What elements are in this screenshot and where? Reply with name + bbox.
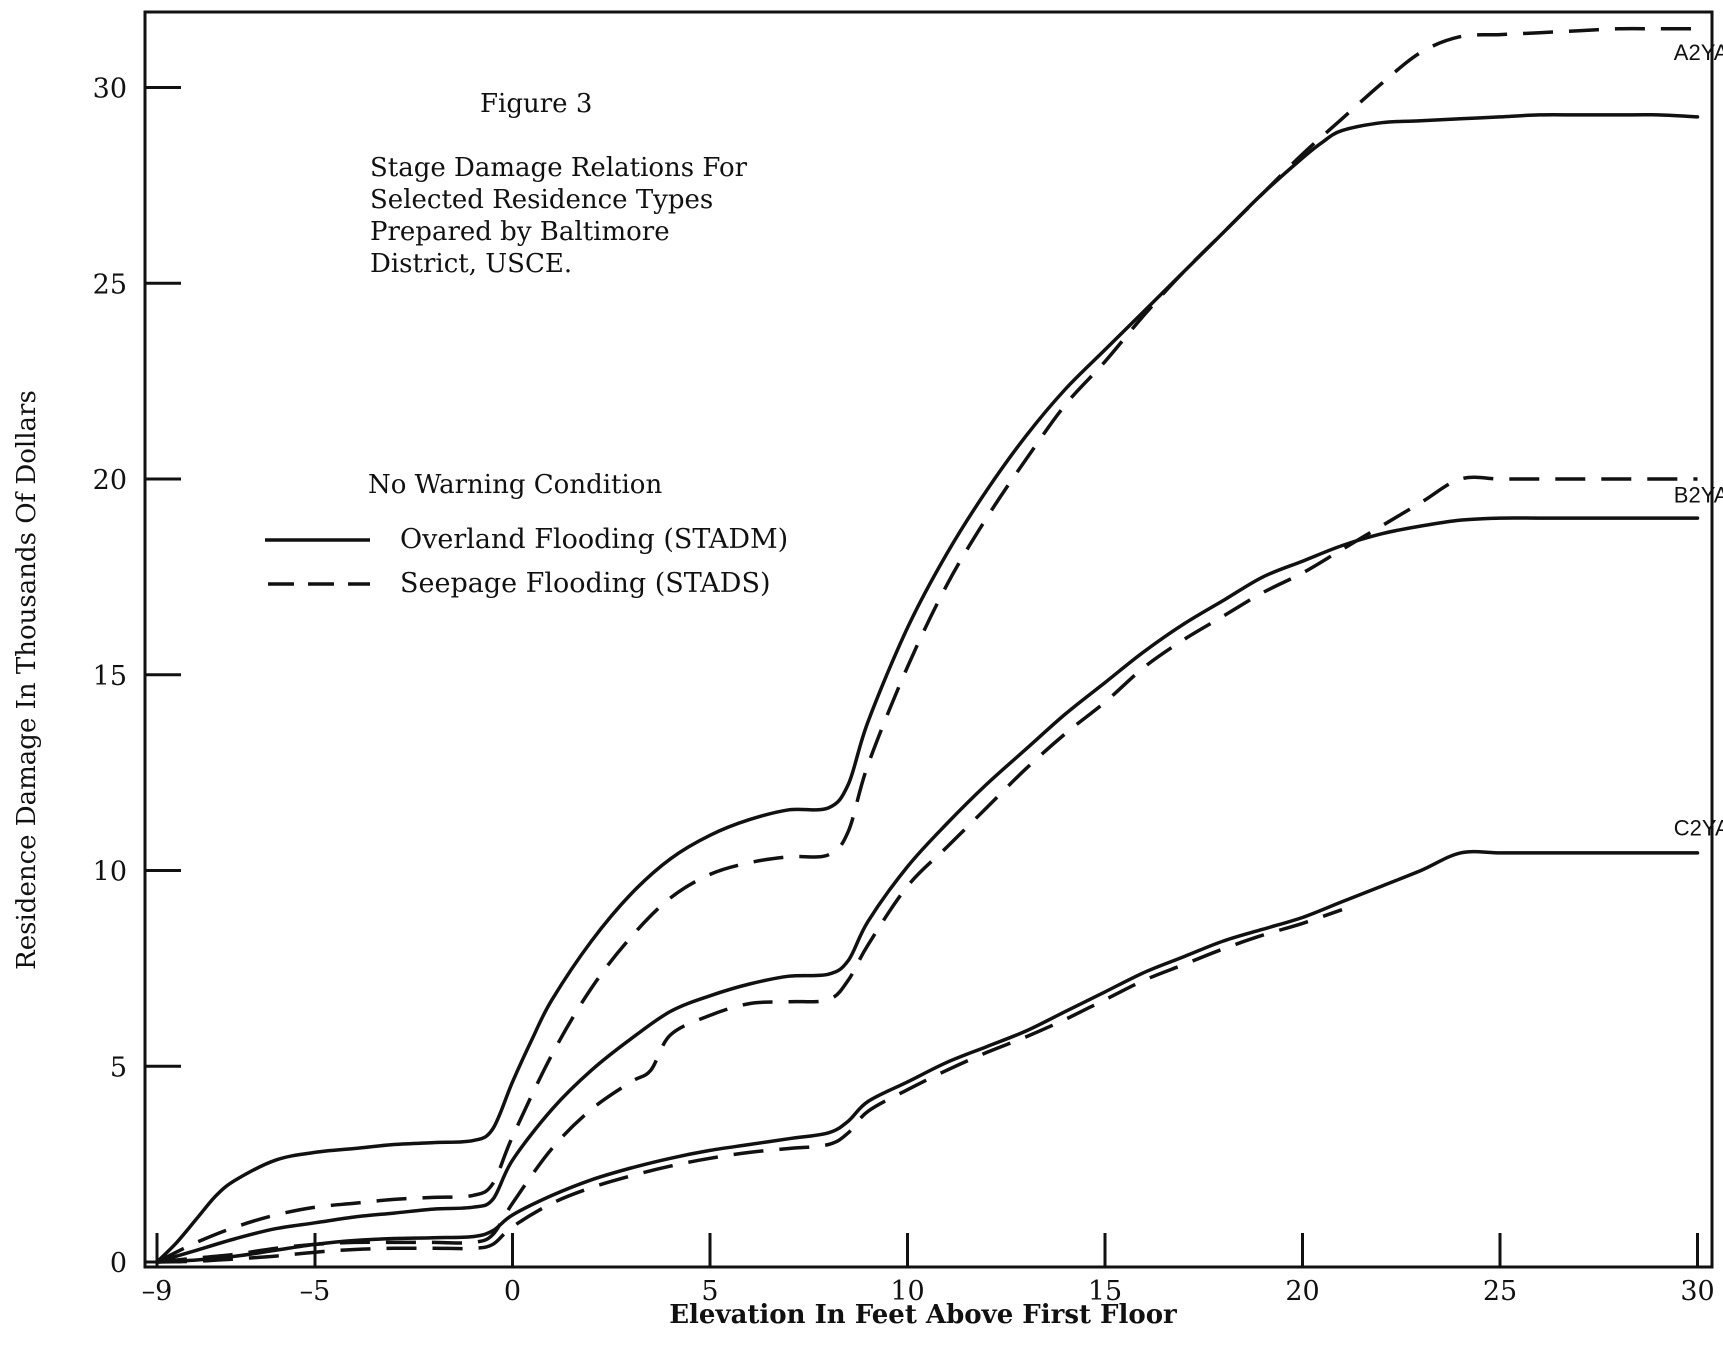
series-line-a2yaa-dashed — [156, 26, 1698, 1264]
x-tick-label: 10 — [890, 1276, 924, 1307]
legend: No Warning Condition Overland Flooding (… — [265, 470, 788, 599]
series-line-c2yaa-solid — [155, 849, 1700, 1264]
x-tick-label: 20 — [1285, 1276, 1319, 1307]
y-tick-label: 15 — [93, 661, 127, 692]
chart-title-line-3: Prepared by Baltimore — [370, 217, 670, 247]
x-tick-label: 25 — [1483, 1276, 1517, 1307]
y-axis-title: Residence Damage In Thousands Of Dollars — [12, 390, 42, 970]
x-tick-label: –5 — [300, 1276, 331, 1307]
series-line-b2yaa-solid — [155, 516, 1700, 1264]
x-tick-label: –9 — [142, 1276, 173, 1307]
curve-label-c2yaa: C2YAA — [1674, 815, 1723, 840]
y-tick-label: 25 — [93, 269, 127, 300]
tick-labels: 0 5 10 15 20 25 30 –9 –5 0 5 10 15 20 25 30 — [93, 74, 1715, 1308]
x-tick-label: 5 — [701, 1276, 718, 1307]
x-tick-label: 15 — [1088, 1276, 1122, 1307]
series-line-a2yaa-solid — [155, 113, 1700, 1264]
y-tick-label: 5 — [110, 1052, 127, 1083]
legend-dashed-label: Seepage Flooding (STADS) — [400, 568, 770, 599]
curve-label-b2yaa: B2YAA — [1674, 482, 1723, 507]
chart-axes — [143, 10, 1714, 1269]
legend-heading: No Warning Condition — [368, 470, 662, 500]
curve-label-a2yaa: A2YAA — [1674, 40, 1723, 65]
x-tick-label: 30 — [1680, 1276, 1714, 1307]
plot-frame — [143, 10, 1714, 1269]
curve-labels: A2YAA B2YAA C2YAA — [1674, 40, 1723, 840]
x-tick-label: 0 — [504, 1276, 521, 1307]
y-tick-label: 10 — [93, 857, 127, 888]
data-curves — [155, 26, 1700, 1264]
chart-title-line-1: Stage Damage Relations For — [370, 153, 748, 183]
y-tick-label: 20 — [93, 465, 127, 496]
legend-solid-label: Overland Flooding (STADM) — [400, 524, 788, 555]
chart-title-line-2: Selected Residence Types — [370, 185, 713, 215]
series-line-b2yaa-dashed — [156, 475, 1698, 1264]
x-axis-title: Elevation In Feet Above First Floor — [669, 1300, 1177, 1330]
chart-title-line-4: District, USCE. — [370, 249, 572, 279]
figure-label: Figure 3 — [480, 89, 592, 119]
y-tick-label: 30 — [93, 74, 127, 105]
y-tick-label: 0 — [110, 1248, 127, 1279]
series-line-c2yaa-dashed — [156, 908, 1343, 1264]
